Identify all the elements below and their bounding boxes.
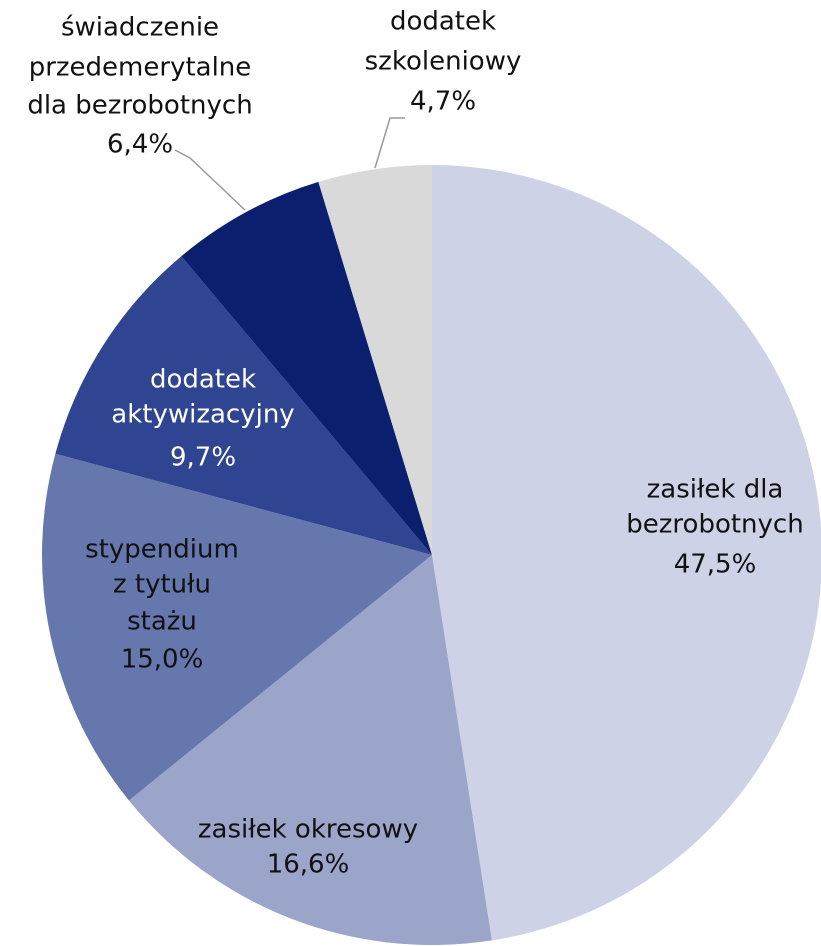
value-label: 4,7% xyxy=(410,87,476,117)
value-label: 9,7% xyxy=(170,443,236,473)
value-label: 6,4% xyxy=(107,130,173,160)
slice-label: świadczenie xyxy=(61,13,219,43)
slice-label: przedemerytalne xyxy=(29,53,252,83)
pie-slice xyxy=(432,165,821,941)
slice-label: z tytułu xyxy=(113,570,211,600)
value-label: 15,0% xyxy=(121,645,204,675)
pie-slice xyxy=(128,555,492,946)
pie-slice xyxy=(318,165,432,555)
slice-label: stypendium xyxy=(85,535,239,565)
slice-label: dodatek xyxy=(390,7,496,37)
pie-slice xyxy=(55,256,432,555)
slice-label: aktywizacyjny xyxy=(111,400,294,430)
slice-label: zasiłek dla xyxy=(647,475,784,505)
pie-slice xyxy=(42,453,432,801)
slice-label: dla bezrobotnych xyxy=(27,91,252,121)
value-label: 16,6% xyxy=(267,850,350,880)
leader-line xyxy=(174,149,246,211)
slice-label: zasiłek okresowy xyxy=(198,815,418,845)
leader-line xyxy=(374,117,405,169)
slice-label: stażu xyxy=(127,607,197,637)
value-label: 47,5% xyxy=(674,550,757,580)
slice-label: szkoleniowy xyxy=(365,47,522,77)
slice-label: bezrobotnych xyxy=(626,510,803,540)
slice-label: dodatek xyxy=(150,365,256,395)
pie-slice xyxy=(181,181,432,555)
